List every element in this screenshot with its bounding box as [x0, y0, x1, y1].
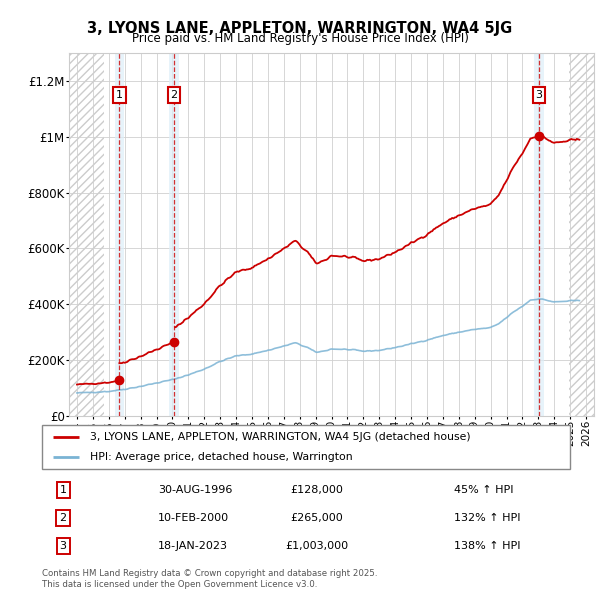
- Text: 10-FEB-2000: 10-FEB-2000: [158, 513, 229, 523]
- Text: 30-AUG-1996: 30-AUG-1996: [158, 485, 233, 495]
- Text: 1: 1: [116, 90, 123, 100]
- Text: Price paid vs. HM Land Registry's House Price Index (HPI): Price paid vs. HM Land Registry's House …: [131, 32, 469, 45]
- Text: 132% ↑ HPI: 132% ↑ HPI: [454, 513, 520, 523]
- Text: 18-JAN-2023: 18-JAN-2023: [158, 541, 228, 551]
- Text: 3: 3: [536, 90, 542, 100]
- Bar: [569, 53, 594, 416]
- Text: Contains HM Land Registry data © Crown copyright and database right 2025.
This d: Contains HM Land Registry data © Crown c…: [42, 569, 377, 589]
- Text: £128,000: £128,000: [290, 485, 343, 495]
- Text: 1: 1: [59, 485, 67, 495]
- Text: 3: 3: [59, 541, 67, 551]
- Text: 2: 2: [59, 513, 67, 523]
- Bar: [69, 53, 104, 416]
- Text: 2: 2: [170, 90, 178, 100]
- Text: £265,000: £265,000: [290, 513, 343, 523]
- Text: 3, LYONS LANE, APPLETON, WARRINGTON, WA4 5JG (detached house): 3, LYONS LANE, APPLETON, WARRINGTON, WA4…: [89, 432, 470, 442]
- FancyBboxPatch shape: [42, 425, 570, 469]
- Text: 3, LYONS LANE, APPLETON, WARRINGTON, WA4 5JG: 3, LYONS LANE, APPLETON, WARRINGTON, WA4…: [88, 21, 512, 35]
- Bar: [115, 53, 124, 416]
- Text: 138% ↑ HPI: 138% ↑ HPI: [454, 541, 520, 551]
- Text: HPI: Average price, detached house, Warrington: HPI: Average price, detached house, Warr…: [89, 452, 352, 462]
- Bar: [535, 53, 544, 416]
- Bar: [169, 53, 179, 416]
- Text: 45% ↑ HPI: 45% ↑ HPI: [454, 485, 514, 495]
- Text: £1,003,000: £1,003,000: [285, 541, 348, 551]
